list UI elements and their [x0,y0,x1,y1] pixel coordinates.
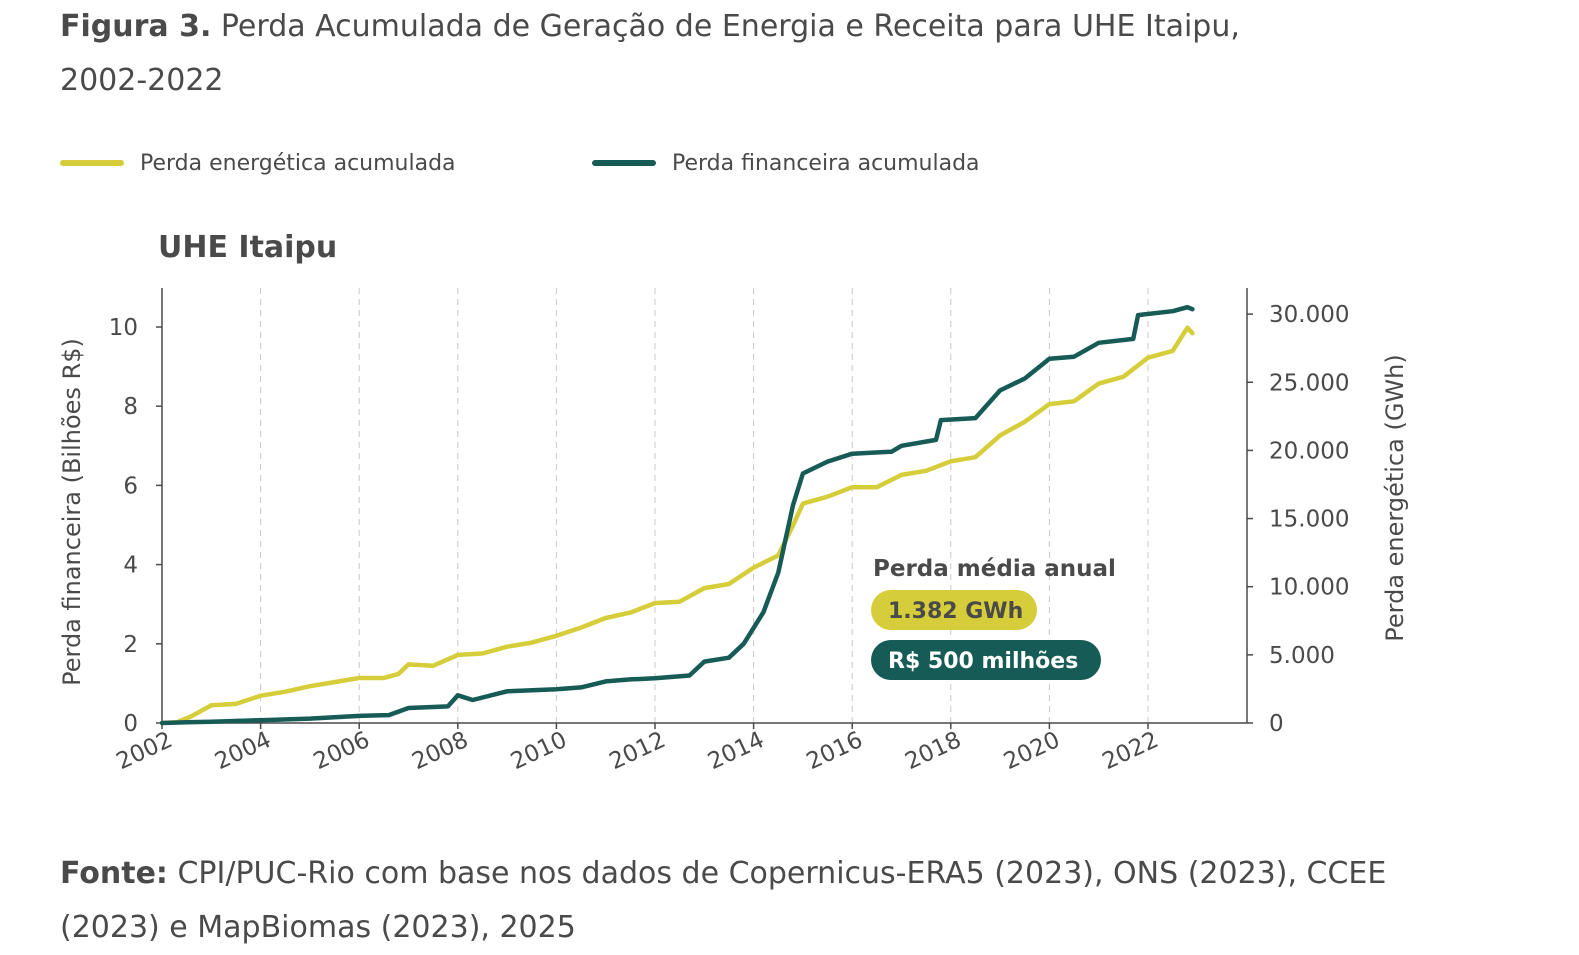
left-tick-label: 6 [123,473,138,499]
legend-label-energy: Perda energética acumulada [140,150,456,176]
right-tick-label: 0 [1269,711,1284,737]
source-note: Fonte: CPI/PUC-Rio com base nos dados de… [60,847,1440,955]
left-tick-label: 4 [123,553,138,579]
x-tick-label: 2016 [803,727,867,775]
legend-item-energy: Perda energética acumulada [60,146,456,180]
finance-badge-text: R$ 500 milhões [888,649,1078,674]
left-tick-label: 8 [123,394,138,420]
left-tick-label: 10 [109,315,138,341]
energy-badge-text: 1.382 GWh [888,599,1023,624]
left-tick-label: 0 [123,711,138,737]
legend-swatch-energy [60,160,124,166]
x-tick-label: 2010 [507,727,571,775]
right-tick-label: 5.000 [1269,643,1335,669]
x-tick-label: 2004 [211,727,275,775]
legend-item-finance: Perda financeira acumulada [592,146,980,180]
legend-swatch-finance [592,160,656,166]
chart-title: UHE Itaipu [158,230,337,265]
right-tick-label: 15.000 [1269,507,1349,533]
right-axis-title: Perda energética (GWh) [1381,354,1409,641]
caption-label: Figura 3. [60,9,212,44]
right-tick-label: 10.000 [1269,575,1349,601]
legend-label-finance: Perda financeira acumulada [672,150,980,176]
x-tick-label: 2018 [901,727,965,775]
left-tick-label: 2 [123,632,138,658]
source-label: Fonte: [60,856,168,891]
series-group [159,304,1195,726]
right-tick-label: 25.000 [1269,370,1349,396]
energy-badge [871,590,1037,630]
right-tick-label: 20.000 [1269,438,1349,464]
source-text: CPI/PUC-Rio com base nos dados de Copern… [60,856,1387,945]
x-tick-label: 2008 [408,727,472,775]
financial-loss-line [159,304,1195,726]
x-tick-label: 2022 [1098,727,1162,775]
x-tick-label: 2006 [310,727,374,775]
finance-badge [871,640,1101,680]
x-tick-label: 2020 [1000,727,1064,775]
axis-ticks: 2002 2004 2006 2008 2010 2012 2014 2016 2018 2020… [109,302,1350,775]
left-axis-title: Perda financeira (Bilhões R$) [58,338,86,686]
figure-caption: Figura 3. Perda Acumulada de Geração de … [60,0,1320,108]
chart-canvas: UHE Itaipu 2002 2004 2006 2008 2010 2012 2014 2… [58,230,1409,775]
x-tick-label: 2014 [704,727,768,775]
x-tick-label: 2002 [112,727,176,775]
x-tick-label: 2012 [605,727,669,775]
caption-text: Perda Acumulada de Geração de Energia e … [60,9,1240,98]
annotation-title: Perda média anual [873,556,1116,582]
right-tick-label: 30.000 [1269,302,1349,328]
energy-loss-line [159,325,1195,726]
